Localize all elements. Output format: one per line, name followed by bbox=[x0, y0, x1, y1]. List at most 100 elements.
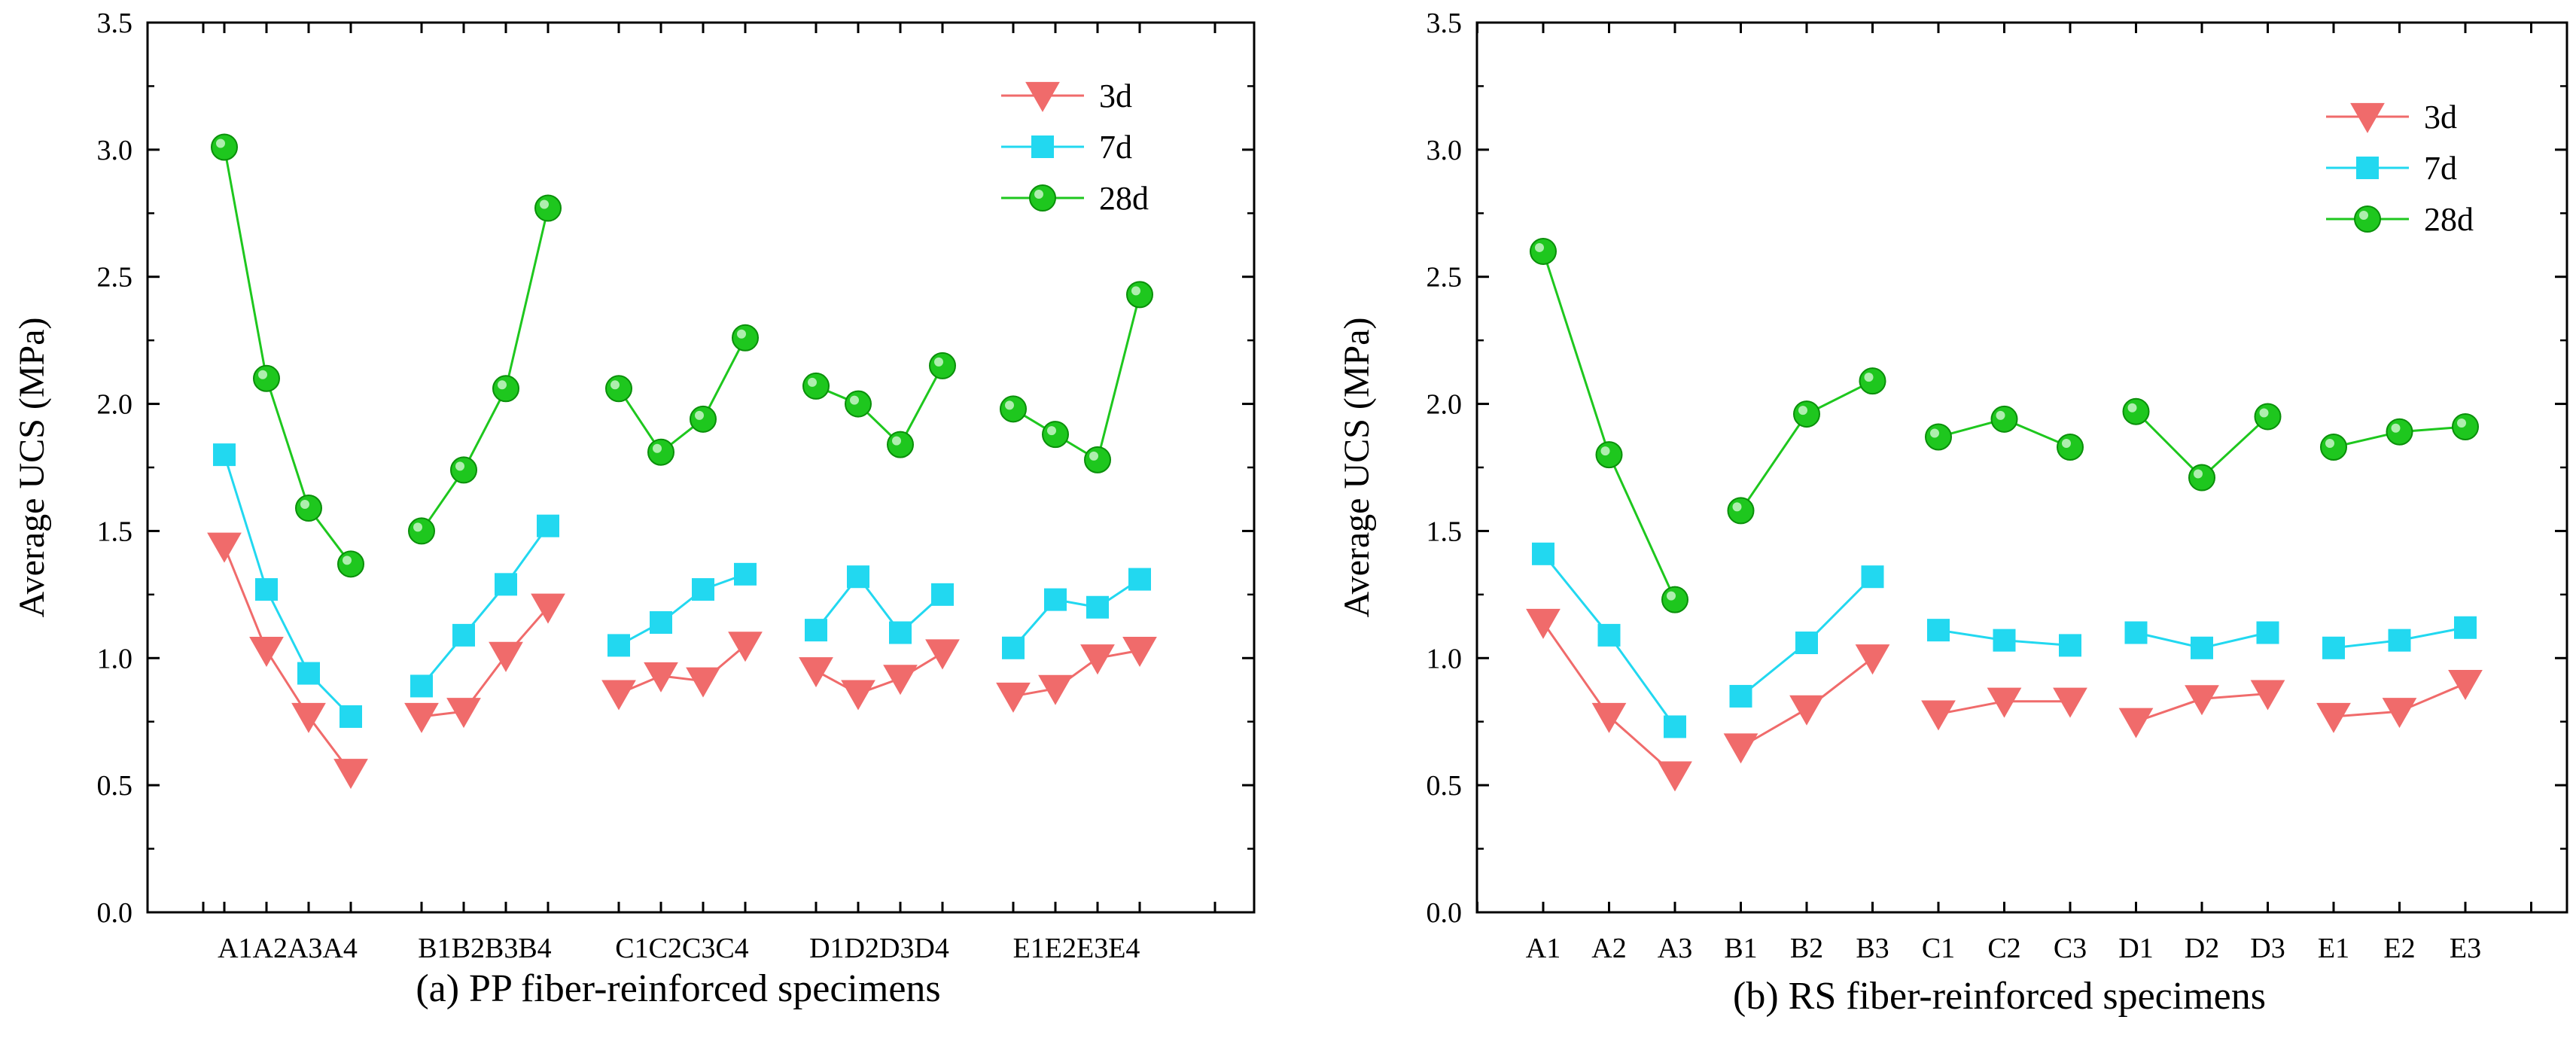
data-point-28d bbox=[295, 495, 322, 522]
x-tick-label: B1 bbox=[1724, 933, 1757, 964]
x-tick-label: D3 bbox=[2250, 933, 2285, 964]
data-point-28d bbox=[732, 324, 759, 352]
data-point-28d-highlight bbox=[808, 377, 817, 387]
y-tick-label: 0.0 bbox=[1427, 897, 1463, 929]
data-point-7d bbox=[213, 443, 236, 467]
y-tick-label: 1.5 bbox=[97, 516, 133, 547]
data-point-28d bbox=[2057, 433, 2084, 461]
data-point-7d bbox=[607, 634, 630, 657]
x-tick-label: C1 bbox=[1922, 933, 1955, 964]
data-point-3d bbox=[996, 682, 1031, 713]
data-point-28d-highlight bbox=[300, 500, 309, 510]
data-point-28d bbox=[253, 364, 280, 392]
panel-caption: (b) RS fiber-reinforced specimens bbox=[1733, 975, 2266, 1018]
data-point-3d bbox=[531, 593, 565, 624]
data-point-28d bbox=[408, 517, 435, 545]
legend-label-7d: 7d bbox=[2424, 150, 2457, 187]
data-point-28d-highlight bbox=[498, 380, 507, 390]
legend-label-28d: 28d bbox=[1099, 180, 1149, 217]
data-point-7d bbox=[1044, 588, 1067, 611]
data-point-7d bbox=[650, 611, 672, 635]
data-point-7d bbox=[692, 578, 714, 601]
data-point-3d bbox=[799, 657, 833, 688]
legend-marker-28d-highlight bbox=[1034, 190, 1043, 199]
panel-a-pp-fiber: 0.0 0.5 1.0 1.5 2.0 2.5 3.0 3.5 A1A2A3A4 B1B2B3B4… bbox=[12, 8, 1256, 1010]
data-point-28d-highlight bbox=[2325, 438, 2334, 448]
series-line-7d bbox=[618, 573, 746, 647]
data-point-28d-highlight bbox=[653, 443, 662, 453]
series-line-28d bbox=[1542, 251, 1676, 601]
data-point-3d bbox=[883, 665, 918, 696]
series-line-7d bbox=[223, 454, 352, 718]
data-point-28d bbox=[1793, 400, 1820, 428]
data-point-3d bbox=[2382, 698, 2417, 729]
data-point-7d bbox=[2322, 636, 2345, 659]
data-point-3d bbox=[2250, 680, 2285, 711]
data-point-28d-highlight bbox=[216, 139, 225, 148]
data-point-3d bbox=[1723, 733, 1758, 764]
data-point-3d bbox=[1080, 644, 1115, 675]
data-point-28d-highlight bbox=[737, 329, 746, 339]
legend-label-3d: 3d bbox=[1099, 78, 1132, 114]
x-tick-label: C2 bbox=[1987, 933, 2020, 964]
data-point-28d bbox=[1990, 405, 2018, 433]
y-tick-label: 2.0 bbox=[1427, 389, 1463, 421]
data-point-28d bbox=[2320, 433, 2347, 461]
y-tick-label: 0.5 bbox=[97, 770, 133, 802]
x-tick-label: D2 bbox=[2185, 933, 2219, 964]
data-point-3d bbox=[841, 680, 875, 711]
data-point-3d bbox=[728, 632, 763, 662]
data-point-3d bbox=[1789, 695, 1824, 726]
data-point-28d-highlight bbox=[2457, 418, 2466, 428]
data-point-7d bbox=[1795, 632, 1818, 655]
y-axis-title: Average UCS (MPa) bbox=[12, 317, 52, 617]
series-line-3d bbox=[1012, 649, 1140, 698]
data-point-28d bbox=[337, 550, 364, 578]
data-point-28d-highlight bbox=[2062, 438, 2071, 448]
y-tick-label: 0.5 bbox=[1427, 770, 1463, 802]
data-point-28d-highlight bbox=[1798, 406, 1807, 416]
y-tick-label: 1.5 bbox=[1427, 516, 1463, 547]
data-point-28d-highlight bbox=[2194, 469, 2203, 479]
data-point-3d bbox=[446, 698, 481, 729]
data-point-7d bbox=[410, 674, 433, 698]
data-point-28d-highlight bbox=[455, 461, 464, 471]
y-tick-label: 3.0 bbox=[1427, 135, 1463, 166]
data-point-28d bbox=[1126, 281, 1153, 309]
data-point-3d bbox=[291, 702, 326, 733]
data-point-7d bbox=[1861, 565, 1884, 589]
data-point-7d bbox=[931, 583, 954, 606]
data-point-3d bbox=[1526, 608, 1561, 639]
y-tick-label: 3.5 bbox=[1427, 8, 1463, 39]
series-line-7d bbox=[420, 525, 550, 687]
x-tick-label: A3 bbox=[1658, 933, 1692, 964]
data-point-3d bbox=[2118, 708, 2154, 738]
data-point-28d-highlight bbox=[1930, 428, 1939, 438]
data-point-3d bbox=[925, 639, 960, 670]
series-line-7d bbox=[815, 574, 944, 635]
data-point-28d bbox=[211, 133, 238, 161]
data-point-7d bbox=[2124, 621, 2148, 644]
data-point-28d bbox=[1859, 367, 1886, 395]
data-point-7d bbox=[1927, 619, 1950, 642]
data-point-7d bbox=[1128, 568, 1151, 591]
data-point-28d bbox=[1727, 497, 1755, 525]
legend-label-28d: 28d bbox=[2424, 201, 2474, 238]
x-tick-label: B3 bbox=[1856, 933, 1889, 964]
data-point-7d bbox=[452, 623, 475, 647]
x-group-label: B1B2B3B4 bbox=[418, 933, 551, 964]
series-line-3d bbox=[223, 546, 352, 774]
data-point-28d bbox=[802, 372, 830, 400]
data-point-28d-highlight bbox=[695, 410, 704, 420]
data-point-28d bbox=[690, 405, 717, 433]
data-point-28d-highlight bbox=[1089, 451, 1098, 461]
data-point-28d-highlight bbox=[850, 395, 859, 405]
data-point-7d bbox=[340, 705, 362, 728]
data-point-7d bbox=[537, 514, 559, 537]
series-line-3d bbox=[618, 644, 746, 695]
series-line-28d bbox=[420, 208, 550, 532]
data-point-7d bbox=[2256, 621, 2279, 644]
x-tick-label: E2 bbox=[2383, 933, 2415, 964]
data-point-28d bbox=[2452, 412, 2479, 440]
panel-b-rs-fiber: 0.0 0.5 1.0 1.5 2.0 2.5 3.0 3.5 A1 A2 A3 B1 B2 B3 C1 C2… bbox=[1337, 8, 2568, 1018]
